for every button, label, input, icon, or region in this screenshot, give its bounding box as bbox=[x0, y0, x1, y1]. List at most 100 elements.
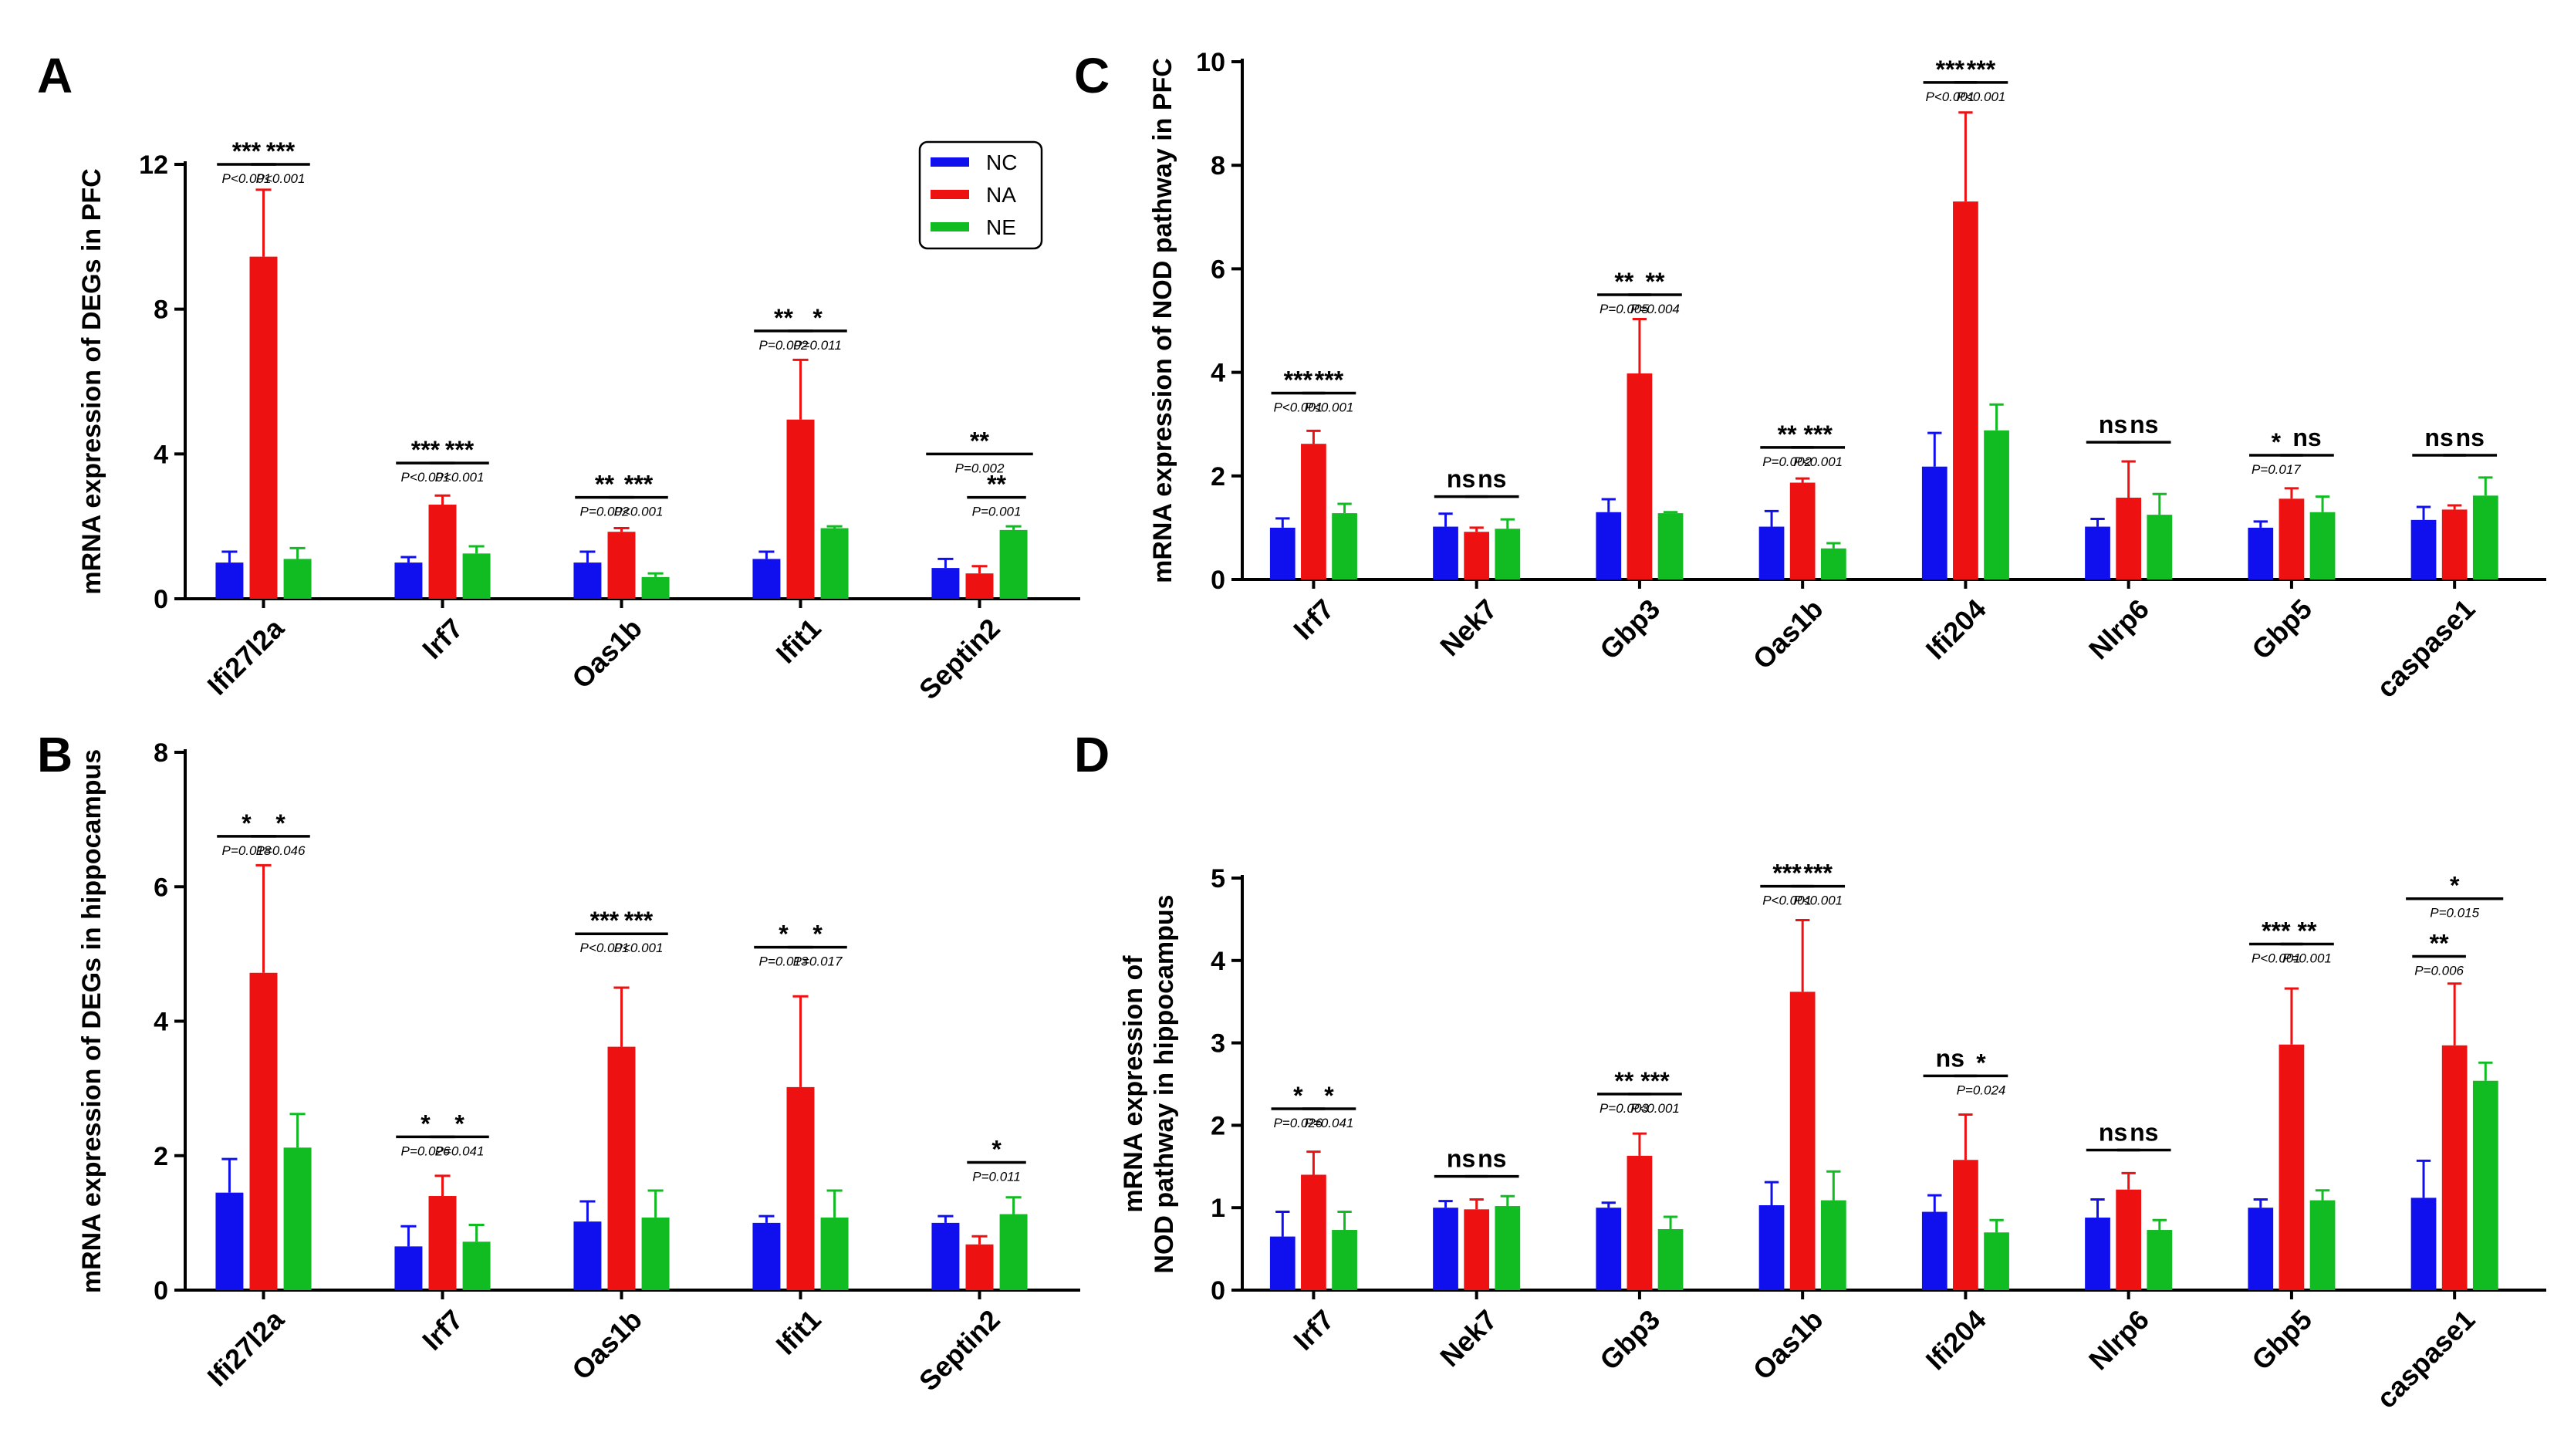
significance-label: ** bbox=[2430, 929, 2449, 957]
x-category-label: Oas1b bbox=[566, 1303, 648, 1386]
bar-ne-irf7 bbox=[1332, 1230, 1357, 1290]
bar-na-nlrp6 bbox=[2116, 497, 2142, 579]
bar-nc-ifi204 bbox=[1921, 1211, 1947, 1290]
legend-swatch-ne bbox=[931, 222, 969, 231]
bar-nc-ifi27l2a bbox=[215, 562, 244, 599]
bar-ne-gbp3 bbox=[1657, 513, 1684, 579]
bar-nc-caspase1 bbox=[2410, 1198, 2437, 1290]
bar-ne-caspase1 bbox=[2472, 495, 2498, 579]
p-value-label: P=0.046 bbox=[256, 843, 306, 858]
x-category-label: Nek7 bbox=[1434, 593, 1503, 662]
bar-na-ifi204 bbox=[1953, 201, 1978, 579]
bar-ne-oas1b bbox=[641, 576, 670, 599]
legend-label-na: NA bbox=[986, 183, 1016, 207]
p-value-label: P=0.002 bbox=[1762, 454, 1812, 469]
y-tick-label: 0 bbox=[1211, 1276, 1225, 1306]
significance-label: ** bbox=[987, 471, 1006, 498]
bar-na-oas1b bbox=[607, 1046, 636, 1290]
significance-label: ns bbox=[2130, 410, 2158, 438]
bar-na-nek7 bbox=[1464, 532, 1490, 579]
x-category-label: Septin2 bbox=[913, 1303, 1006, 1397]
y-axis-title-line: mRNA expression of bbox=[1119, 955, 1148, 1213]
bar-ne-ifi204 bbox=[1984, 430, 2009, 579]
y-tick-label: 0 bbox=[1211, 566, 1225, 595]
p-value-label: P<0.001 bbox=[222, 171, 272, 186]
bar-na-irf7 bbox=[1301, 1174, 1326, 1290]
y-axis-title: mRNA expression of DEGs in hippocampus bbox=[77, 749, 106, 1293]
bar-ne-irf7 bbox=[462, 553, 491, 599]
significance-label: * bbox=[2450, 872, 2460, 900]
bar-na-ifi27l2a bbox=[249, 972, 278, 1290]
bar-nc-irf7 bbox=[394, 562, 423, 599]
panel-letter-d: D bbox=[1074, 727, 1110, 782]
p-value-label: P<0.001 bbox=[614, 941, 664, 955]
y-tick-label: 4 bbox=[154, 1008, 168, 1037]
y-tick-label: 0 bbox=[154, 1276, 168, 1306]
bar-nc-irf7 bbox=[1269, 527, 1296, 579]
legend-box bbox=[918, 140, 1043, 250]
y-tick-label: 2 bbox=[1211, 462, 1225, 492]
legend-label-nc: NC bbox=[986, 150, 1017, 174]
bar-na-oas1b bbox=[1789, 482, 1816, 579]
y-tick-label: 4 bbox=[1211, 947, 1225, 976]
p-value-label: P=0.011 bbox=[972, 1169, 1021, 1184]
p-value-label: P<0.001 bbox=[1273, 400, 1323, 414]
bar-na-oas1b bbox=[607, 532, 636, 599]
bar-ne-gbp5 bbox=[2309, 512, 2336, 579]
p-value-label: P=0.041 bbox=[435, 1144, 485, 1158]
p-value-label: P<0.001 bbox=[1957, 90, 2006, 104]
bar-na-irf7 bbox=[1301, 444, 1326, 579]
y-tick-label: 2 bbox=[154, 1142, 168, 1171]
bar-nc-nlrp6 bbox=[2085, 526, 2110, 579]
p-value-label: P=0.017 bbox=[793, 954, 843, 969]
p-value-label: P<0.001 bbox=[1793, 454, 1843, 469]
bar-ne-nlrp6 bbox=[2147, 515, 2173, 579]
bar-nc-oas1b bbox=[573, 1221, 602, 1290]
bar-ne-irf7 bbox=[1332, 513, 1357, 579]
bar-na-nek7 bbox=[1464, 1209, 1490, 1290]
bar-nc-gbp5 bbox=[2248, 527, 2274, 579]
significance-label: * bbox=[1293, 1082, 1303, 1110]
p-value-label: P=0.006 bbox=[2414, 963, 2464, 978]
x-category-label: Gbp3 bbox=[1593, 1303, 1666, 1376]
p-value-label: P=0.002 bbox=[955, 461, 1005, 475]
bar-na-ifi27l2a bbox=[249, 256, 278, 599]
x-category-label: Nlrp6 bbox=[2083, 593, 2155, 665]
bar-ne-nlrp6 bbox=[2147, 1230, 2173, 1290]
bar-ne-nek7 bbox=[1495, 529, 1521, 579]
bar-nc-nlrp6 bbox=[2085, 1218, 2110, 1290]
bar-na-gbp5 bbox=[2279, 498, 2305, 579]
legend-swatch-nc bbox=[931, 157, 969, 167]
significance-label: * bbox=[779, 921, 789, 948]
p-value-label: P<0.001 bbox=[1305, 400, 1354, 414]
x-category-label: Ifi27l2a bbox=[201, 1303, 291, 1393]
x-category-label: Ifit1 bbox=[770, 612, 827, 669]
x-category-label: Irf7 bbox=[416, 1303, 469, 1356]
p-value-label: P=0.004 bbox=[1630, 302, 1680, 316]
significance-label: * bbox=[812, 921, 823, 948]
bar-nc-irf7 bbox=[1269, 1236, 1296, 1290]
bar-nc-gbp3 bbox=[1596, 1208, 1622, 1290]
significance-label: ns bbox=[1478, 465, 1506, 493]
significance-label: *** bbox=[266, 137, 296, 165]
p-value-label: P<0.001 bbox=[1762, 894, 1812, 908]
bar-na-oas1b bbox=[1789, 991, 1816, 1290]
significance-label: ns bbox=[1447, 465, 1475, 493]
y-axis-title-line: NOD pathway in hippocampus bbox=[1150, 894, 1179, 1273]
significance-label: ns bbox=[2099, 410, 2127, 438]
significance-label: ns bbox=[1447, 1145, 1475, 1173]
bar-nc-oas1b bbox=[1758, 1204, 1785, 1290]
bar-nc-ifi204 bbox=[1921, 466, 1947, 579]
bar-ne-ifi27l2a bbox=[283, 559, 312, 599]
x-category-label: Ifi204 bbox=[1920, 1303, 1992, 1376]
p-value-label: P<0.001 bbox=[1793, 894, 1843, 908]
significance-label: ns bbox=[1936, 1044, 1964, 1072]
panel-letter-c: C bbox=[1074, 48, 1110, 103]
bar-nc-ifit1 bbox=[752, 559, 781, 599]
p-value-label: P<0.001 bbox=[2252, 951, 2301, 965]
significance-label: *** bbox=[1804, 421, 1833, 448]
x-category-label: Gbp3 bbox=[1593, 593, 1666, 665]
significance-label: ** bbox=[774, 304, 793, 332]
x-category-label: Irf7 bbox=[416, 612, 469, 665]
